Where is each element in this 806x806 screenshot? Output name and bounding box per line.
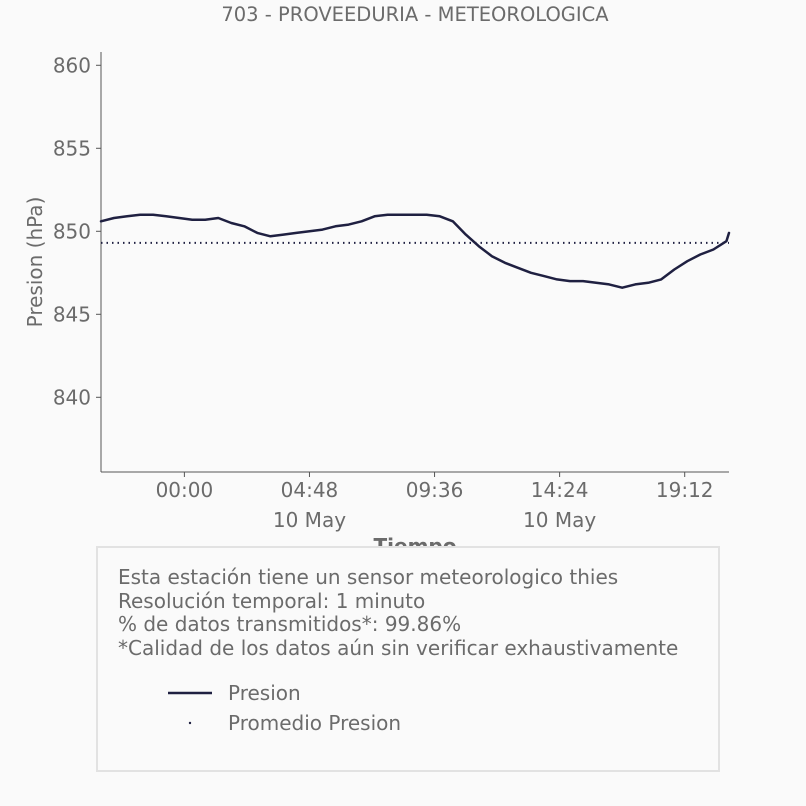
info-line-station: Esta estación tiene un sensor meteorolog… bbox=[118, 565, 619, 589]
legend-swatch-solid bbox=[168, 691, 212, 695]
y-tick-label: 840 bbox=[53, 385, 91, 409]
x-tick-label: 00:00 bbox=[156, 478, 214, 502]
series-layer bbox=[99, 213, 731, 289]
x-tick-date-label: 10 May bbox=[523, 508, 596, 532]
y-tick-label: 845 bbox=[53, 302, 91, 326]
x-tick-label: 09:36 bbox=[406, 478, 464, 502]
y-axis-label: Presion (hPa) bbox=[23, 197, 47, 328]
y-ticks: 840 845 850 855 860 bbox=[53, 53, 101, 409]
legend-label-promedio: Promedio Presion bbox=[228, 711, 402, 735]
series-line-presion bbox=[99, 213, 731, 289]
x-ticks: 00:00 04:48 10 May 09:36 14:24 10 May 19:12 bbox=[156, 472, 714, 532]
chart-title: 703 - PROVEEDURIA - METEOROLOGICA bbox=[221, 3, 609, 26]
info-line-transmitted: % de datos transmitidos*: 99.86% bbox=[118, 612, 462, 636]
y-tick-label: 850 bbox=[53, 219, 91, 243]
info-box: Esta estación tiene un sensor meteorolog… bbox=[96, 546, 720, 772]
info-line-quality: *Calidad de los datos aún sin verificar … bbox=[118, 635, 679, 660]
legend-label-presion: Presion bbox=[228, 681, 301, 705]
y-tick-label: 855 bbox=[53, 136, 91, 160]
legend-swatch-dotted bbox=[188, 721, 192, 725]
x-tick-date-label: 10 May bbox=[273, 508, 346, 532]
x-tick-label: 19:12 bbox=[656, 478, 714, 502]
x-tick-label: 04:48 bbox=[281, 478, 339, 502]
y-tick-label: 860 bbox=[53, 53, 91, 77]
x-tick-label: 14:24 bbox=[531, 478, 589, 502]
info-text: Esta estación tiene un sensor meteorolog… bbox=[118, 565, 679, 660]
info-line-resolution: Resolución temporal: 1 minuto bbox=[118, 588, 426, 613]
